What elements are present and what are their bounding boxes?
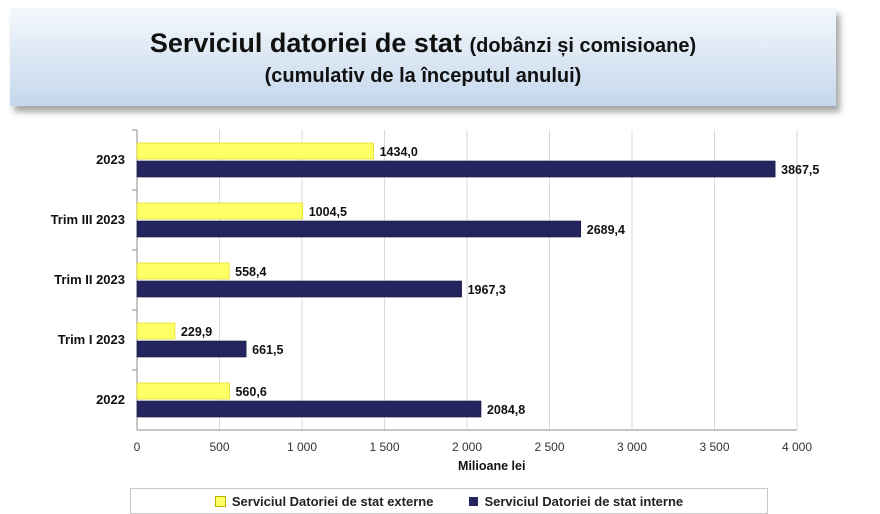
bar-externe	[136, 322, 176, 340]
bar-interne	[136, 160, 776, 178]
x-tick-label: 0	[134, 440, 141, 454]
bar-interne	[136, 400, 482, 418]
title-banner: Serviciul datoriei de stat (dobânzi și c…	[10, 8, 836, 106]
chart-title: Serviciul datoriei de stat (dobânzi și c…	[10, 28, 836, 59]
category-label: Trim I 2023	[58, 332, 125, 347]
x-tick-label: 1 000	[287, 440, 317, 454]
legend-label-interne: Serviciul Datoriei de stat interne	[484, 493, 684, 509]
category-label: Trim II 2023	[54, 272, 125, 287]
x-axis-title: Milioane lei	[458, 459, 525, 473]
data-label: 661,5	[252, 343, 283, 357]
category-label: Trim III 2023	[51, 212, 125, 227]
chart-subtitle: (cumulativ de la începutul anului)	[264, 65, 582, 87]
x-tick-label: 2 000	[452, 440, 482, 454]
data-label: 1004,5	[309, 205, 347, 219]
data-label: 2084,8	[487, 403, 525, 417]
data-label: 229,9	[181, 325, 212, 339]
chart-title-sub: (dobânzi și comisioane)	[469, 35, 697, 57]
bar-interne	[136, 280, 462, 298]
x-tick-label: 1 500	[369, 440, 399, 454]
x-tick-label: 3 000	[617, 440, 647, 454]
legend-item-interne: Serviciul Datoriei de stat interne	[469, 494, 683, 509]
bar-interne	[136, 220, 582, 238]
bar-externe	[136, 382, 230, 400]
data-label: 3867,5	[781, 163, 819, 177]
chart-title-main: Serviciul datoriei de stat	[149, 28, 462, 58]
bar-externe	[136, 142, 374, 160]
data-label: 560,6	[235, 385, 266, 399]
bar-externe	[136, 262, 230, 280]
data-label: 558,4	[235, 265, 266, 279]
x-tick-label: 3 500	[699, 440, 729, 454]
data-label: 1434,0	[380, 145, 418, 159]
legend-label-externe: Serviciul Datoriei de stat externe	[231, 493, 434, 509]
data-label: 2689,4	[587, 223, 625, 237]
bar-externe	[136, 202, 304, 220]
x-tick-label: 4 000	[782, 440, 812, 454]
legend-swatch-interne	[469, 496, 479, 506]
legend: Serviciul Datoriei de stat externe Servi…	[130, 488, 768, 514]
category-label: 2023	[96, 152, 125, 167]
legend-item-externe: Serviciul Datoriei de stat externe	[214, 493, 434, 509]
bar-interne	[136, 340, 247, 358]
x-tick-label: 2 500	[534, 440, 564, 454]
legend-swatch-externe	[214, 495, 226, 507]
x-tick-label: 500	[209, 440, 229, 454]
category-label: 2022	[96, 392, 125, 407]
data-label: 1967,3	[468, 283, 506, 297]
